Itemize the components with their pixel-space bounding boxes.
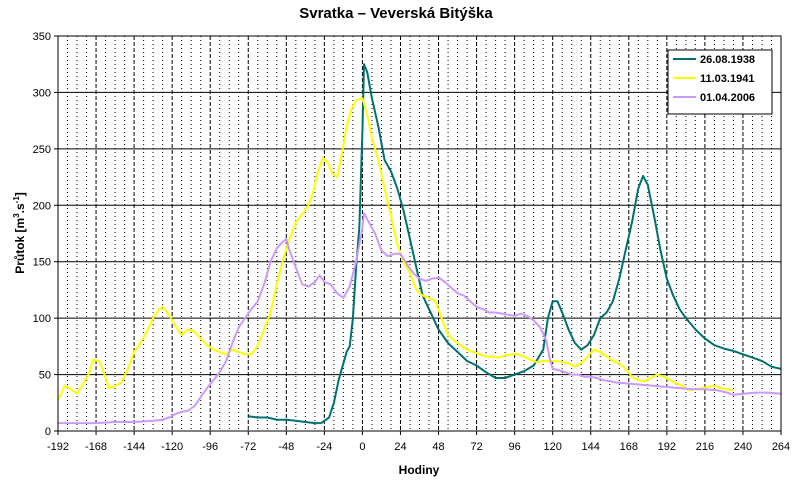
x-tick-label: 72 bbox=[470, 441, 482, 453]
x-tick-label: 264 bbox=[772, 441, 790, 453]
series-line-3 bbox=[58, 212, 782, 425]
legend-items: 26.08.1938 11.03.1941 01.04.2006 bbox=[673, 54, 755, 104]
y-axis-title-end: ] bbox=[13, 192, 27, 196]
legend-label-2: 11.03.1941 bbox=[700, 73, 754, 85]
x-tick-label: 168 bbox=[620, 441, 638, 453]
y-tick-label: 150 bbox=[33, 257, 51, 269]
x-tick-label: 48 bbox=[432, 441, 444, 453]
chart-title: Svratka – Veverská Bitýška bbox=[299, 5, 493, 22]
x-tick-label: 192 bbox=[658, 441, 676, 453]
series-line-1 bbox=[248, 63, 782, 425]
x-tick-label: -24 bbox=[316, 441, 332, 453]
x-tick-label: -120 bbox=[161, 441, 183, 453]
x-tick-label: 96 bbox=[509, 441, 521, 453]
x-tick-label: 240 bbox=[734, 441, 752, 453]
x-tick-label: 144 bbox=[582, 441, 600, 453]
y-axis-ticks: 0 50 100 150 200 250 300 350 bbox=[33, 31, 58, 438]
x-tick-label: -96 bbox=[202, 441, 218, 453]
plot-frame bbox=[57, 35, 782, 432]
y-axis-title-sup-2: -1 bbox=[12, 196, 21, 204]
legend: 26.08.1938 11.03.1941 01.04.2006 bbox=[667, 49, 773, 115]
x-tick-label: -168 bbox=[85, 441, 107, 453]
legend-box bbox=[667, 49, 773, 115]
y-axis-title-main: Průtok [m bbox=[13, 218, 27, 274]
x-tick-label: -48 bbox=[278, 441, 294, 453]
x-tick-label: 0 bbox=[359, 441, 365, 453]
series-layer bbox=[57, 63, 782, 425]
legend-label-3: 01.04.2006 bbox=[700, 92, 755, 104]
x-tick-label: -144 bbox=[123, 441, 145, 453]
y-tick-label: 300 bbox=[33, 87, 51, 99]
y-axis-title: Průtok [m3.s-1] bbox=[12, 192, 27, 274]
y-tick-label: 350 bbox=[33, 31, 51, 43]
x-tick-label: 120 bbox=[544, 441, 562, 453]
x-tick-label: -192 bbox=[47, 441, 69, 453]
x-axis-title: Hodiny bbox=[399, 463, 440, 477]
x-axis-ticks: -192 -168 -144 -120 -96 -72 -48 -24 0 24 48 72 96 120… bbox=[47, 431, 790, 453]
x-tick-label: 24 bbox=[394, 441, 406, 453]
legend-label-1: 26.08.1938 bbox=[700, 54, 755, 66]
major-gridlines bbox=[58, 36, 781, 431]
y-tick-label: 50 bbox=[39, 370, 51, 382]
x-tick-label: -72 bbox=[240, 441, 256, 453]
y-tick-label: 200 bbox=[33, 200, 51, 212]
plot-area bbox=[58, 36, 781, 431]
y-tick-label: 0 bbox=[45, 426, 51, 438]
y-axis-title-sup-1: 3 bbox=[12, 213, 21, 218]
series-line-2 bbox=[57, 97, 734, 400]
y-axis-title-mid: .s bbox=[13, 203, 27, 213]
x-tick-label: 216 bbox=[696, 441, 714, 453]
y-tick-label: 100 bbox=[33, 313, 51, 325]
y-tick-label: 250 bbox=[33, 144, 51, 156]
